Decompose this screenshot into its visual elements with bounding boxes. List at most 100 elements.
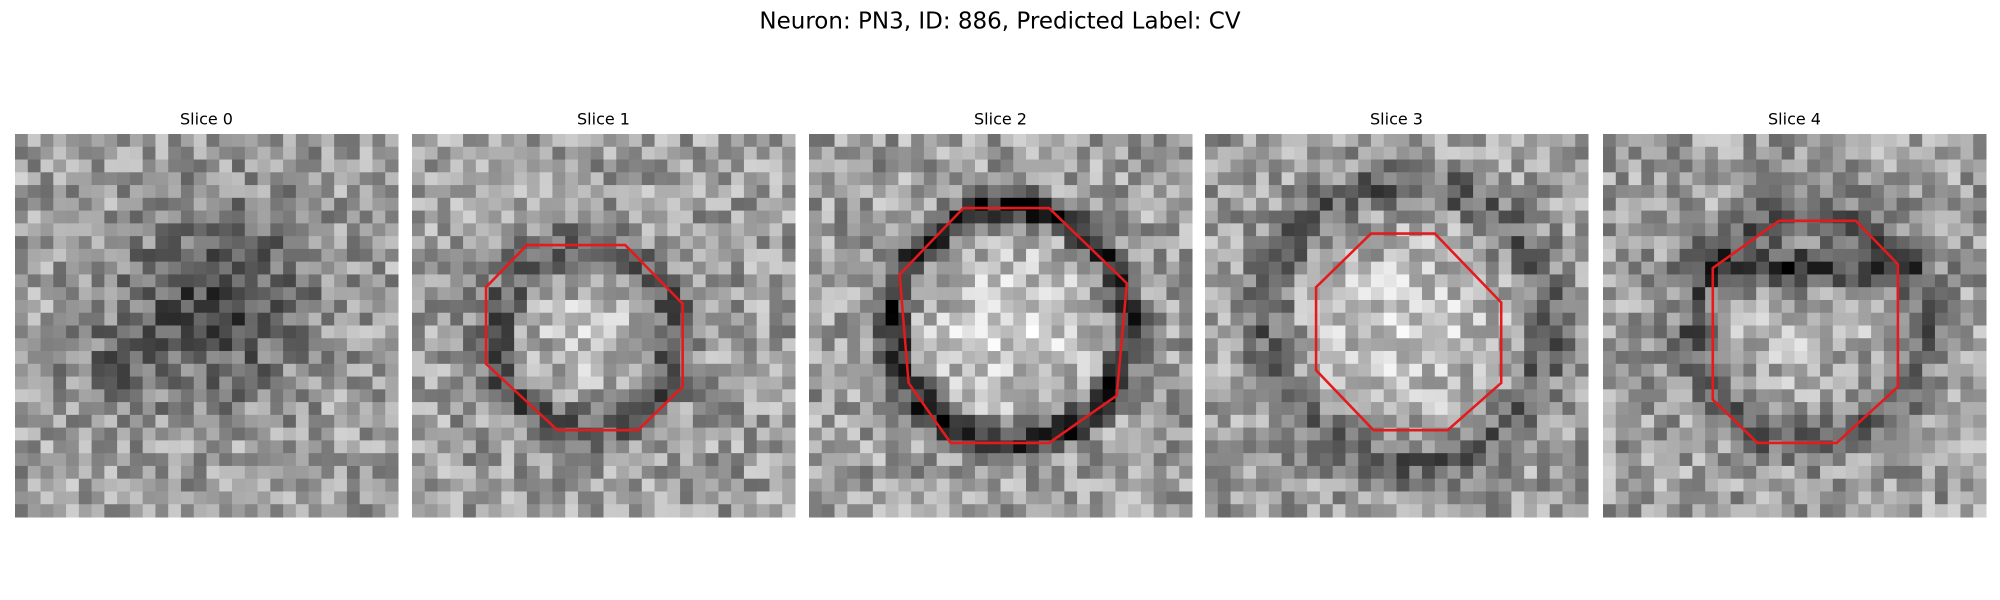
- pixel: [1768, 134, 1783, 148]
- pixel: [1485, 185, 1500, 199]
- pixel: [1460, 325, 1474, 339]
- pixel: [1575, 274, 1589, 288]
- pixel: [743, 491, 758, 505]
- pixel: [1345, 325, 1359, 339]
- pixel: [1409, 274, 1423, 288]
- pixel: [308, 172, 322, 186]
- pixel: [155, 287, 169, 301]
- pixel: [1768, 427, 1783, 441]
- pixel: [1000, 414, 1014, 429]
- pixel: [1319, 185, 1334, 199]
- pixel: [1922, 287, 1936, 301]
- pixel: [1000, 465, 1014, 480]
- pixel: [1460, 236, 1474, 250]
- pixel: [641, 453, 656, 467]
- pixel: [244, 236, 259, 250]
- pixel: [603, 351, 617, 365]
- pixel: [923, 197, 938, 212]
- pixel: [1743, 261, 1757, 275]
- pixel: [1294, 134, 1308, 148]
- pixel: [1549, 440, 1563, 454]
- pixel: [1960, 185, 1974, 199]
- pixel: [1858, 427, 1872, 441]
- pixel: [117, 453, 131, 467]
- pixel: [731, 389, 745, 403]
- pixel: [1883, 402, 1898, 416]
- pixel: [1370, 376, 1385, 390]
- pixel: [1307, 491, 1321, 505]
- pixel: [654, 172, 668, 186]
- pixel: [654, 185, 668, 199]
- pixel: [1179, 261, 1193, 275]
- pixel: [244, 261, 259, 275]
- pixel: [475, 159, 490, 173]
- pixel: [1038, 248, 1053, 263]
- pixel: [308, 389, 322, 403]
- pixel: [629, 363, 643, 378]
- pixel: [1243, 274, 1257, 288]
- pixel: [1575, 376, 1589, 390]
- pixel: [1256, 172, 1270, 186]
- pixel: [1217, 134, 1232, 148]
- pixel: [1536, 172, 1551, 186]
- pixel: [488, 389, 502, 403]
- pixel: [1473, 453, 1487, 467]
- pixel: [193, 146, 208, 161]
- pixel: [1179, 363, 1193, 378]
- pixel: [66, 197, 80, 212]
- pixel: [1358, 248, 1372, 263]
- pixel: [898, 299, 912, 314]
- pixel: [1345, 491, 1359, 505]
- pixel: [412, 427, 426, 441]
- pixel: [1051, 312, 1065, 327]
- pixel: [1692, 134, 1706, 148]
- pixel: [1256, 402, 1270, 416]
- pixel: [949, 274, 963, 288]
- pixel: [1781, 287, 1796, 301]
- pixel: [53, 440, 67, 454]
- pixel: [705, 274, 719, 288]
- pixel: [1909, 465, 1923, 480]
- pixel: [743, 287, 758, 301]
- pixel: [270, 504, 284, 518]
- pixel: [1089, 491, 1104, 505]
- pixel: [257, 134, 271, 148]
- pixel: [450, 351, 464, 365]
- pixel: [654, 146, 668, 161]
- pixel: [1077, 414, 1091, 429]
- pixel: [705, 376, 719, 390]
- pixel: [1947, 172, 1961, 186]
- pixel: [1973, 299, 1987, 314]
- pixel: [936, 261, 950, 275]
- pixel: [270, 376, 284, 390]
- pixel: [539, 274, 553, 288]
- pixel: [424, 236, 439, 250]
- pixel: [1485, 159, 1500, 173]
- pixel: [1077, 453, 1091, 467]
- pixel: [1947, 440, 1961, 454]
- pixel: [359, 402, 373, 416]
- pixel: [372, 287, 386, 301]
- pixel: [270, 325, 284, 339]
- pixel: [821, 491, 836, 505]
- pixel: [847, 453, 861, 467]
- pixel: [117, 236, 131, 250]
- pixel: [987, 172, 1002, 186]
- pixel: [1692, 338, 1706, 352]
- pixel: [629, 491, 643, 505]
- pixel: [1807, 478, 1821, 492]
- pixel: [1409, 414, 1423, 429]
- pixel: [308, 338, 322, 352]
- pixel: [1358, 504, 1372, 518]
- pixel: [898, 159, 912, 173]
- pixel: [565, 261, 579, 275]
- pixel: [53, 299, 67, 314]
- pixel: [463, 287, 477, 301]
- pixel: [1768, 236, 1783, 250]
- pixel: [885, 325, 899, 339]
- pixel: [1549, 223, 1563, 237]
- pixel: [590, 159, 605, 173]
- pixel: [1756, 325, 1770, 339]
- pixel: [27, 185, 42, 199]
- pixel: [1871, 197, 1885, 212]
